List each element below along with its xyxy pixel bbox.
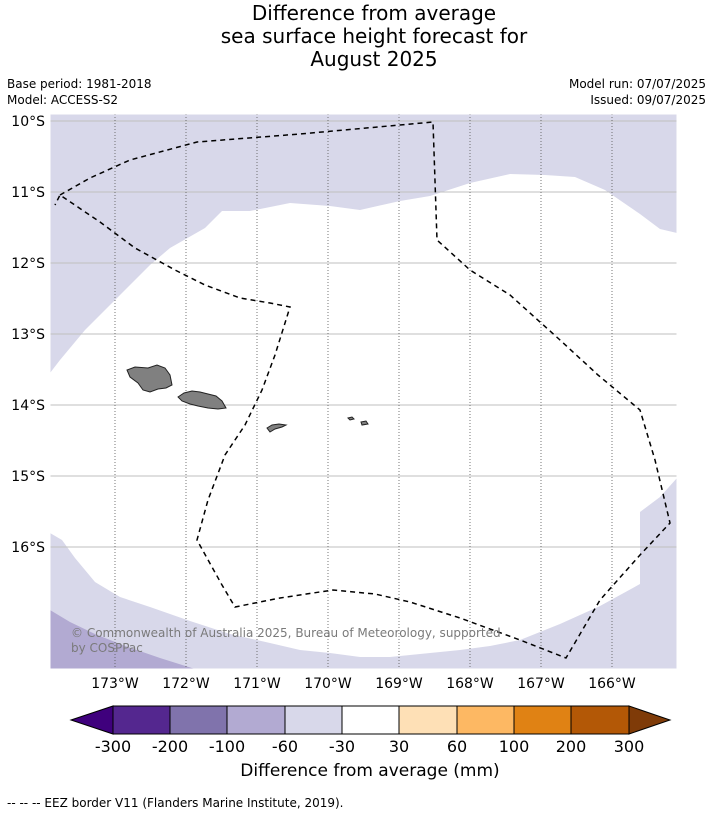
ofu-island <box>347 416 355 421</box>
lon-label: 167°W <box>517 676 565 692</box>
lat-label: 11°S <box>11 185 45 201</box>
colorbar-tick-label: 60 <box>447 737 467 756</box>
lon-label: 168°W <box>446 676 494 692</box>
lat-label: 12°S <box>11 256 45 272</box>
base-period: Base period: 1981-2018 <box>7 77 152 91</box>
lat-label: 13°S <box>11 327 45 343</box>
colorbar-segment <box>570 705 630 735</box>
colorbar-segment <box>456 705 515 735</box>
lat-label: 16°S <box>11 540 45 556</box>
colorbar-segment <box>169 705 228 735</box>
colorbar-tick-label: -200 <box>152 737 188 756</box>
eez-border <box>54 121 671 659</box>
colorbar-tick-label: -60 <box>272 737 298 756</box>
map-area <box>50 114 677 669</box>
colorbar-tick-label: 200 <box>556 737 587 756</box>
copyright-line-2: by COSPPac <box>71 641 143 655</box>
chart-title: Difference from average sea surface heig… <box>0 2 713 71</box>
colorbar-tick-label: 300 <box>614 737 645 756</box>
lon-label: 166°W <box>588 676 636 692</box>
colorbar-segment <box>284 705 343 735</box>
colorbar <box>69 705 672 735</box>
colorbar-tick-label: 30 <box>389 737 409 756</box>
upolu-island <box>177 390 227 410</box>
lat-gridlines <box>50 120 677 548</box>
meta-right: Model run: 07/07/2025 Issued: 09/07/2025 <box>569 76 706 108</box>
colorbar-segment <box>341 705 400 735</box>
lon-label: 172°W <box>162 676 210 692</box>
colorbar-label: Difference from average (mm) <box>240 761 500 781</box>
title-line-3: August 2025 <box>310 47 438 71</box>
copyright-line-1: © Commonwealth of Australia 2025, Bureau… <box>71 626 501 640</box>
anomaly-band-southwest <box>50 610 195 669</box>
issued-date: Issued: 09/07/2025 <box>590 93 706 107</box>
colorbar-segment <box>513 705 572 735</box>
lon-label: 169°W <box>375 676 423 692</box>
tau-island <box>360 420 369 426</box>
colorbar-segment <box>226 705 286 735</box>
islands <box>126 364 369 433</box>
lat-label: 14°S <box>11 398 45 414</box>
colorbar-extend-low <box>69 705 114 735</box>
colorbar-tick-label: -300 <box>95 737 131 756</box>
colorbar-tick-label: -100 <box>209 737 245 756</box>
lat-label: 15°S <box>11 469 45 485</box>
tutuila-island <box>266 423 288 433</box>
eez-legend-note: -- -- -- EEZ border V11 (Flanders Marine… <box>7 796 344 810</box>
lon-label: 170°W <box>304 676 352 692</box>
title-line-2: sea surface height forecast for <box>220 24 528 48</box>
copyright-notice: © Commonwealth of Australia 2025, Bureau… <box>71 626 501 656</box>
colorbar-segment <box>398 705 458 735</box>
lon-label: 173°W <box>91 676 139 692</box>
colorbar-ticks: -300 -200 -100 -60 -30 30 60 100 200 300 <box>95 737 644 756</box>
lon-labels: 173°W 172°W 171°W 170°W 169°W 168°W 167°… <box>91 676 636 692</box>
anomaly-band-north <box>50 114 677 373</box>
map-frame <box>49 113 678 670</box>
colorbar-tick-label: -30 <box>329 737 355 756</box>
model-name: Model: ACCESS-S2 <box>7 93 119 107</box>
model-run: Model run: 07/07/2025 <box>568 77 706 91</box>
lon-gridlines <box>114 114 613 669</box>
title-line-1: Difference from average <box>251 1 497 25</box>
meta-left: Base period: 1981-2018 Model: ACCESS-S2 <box>7 76 152 108</box>
lon-label: 171°W <box>233 676 281 692</box>
savaii-island <box>126 364 173 393</box>
lat-label: 10°S <box>11 114 45 130</box>
lat-labels: 10°S 11°S 12°S 13°S 14°S 15°S 16°S <box>11 114 45 556</box>
colorbar-extend-high <box>628 705 672 735</box>
colorbar-segment <box>112 705 171 735</box>
colorbar-tick-label: 100 <box>499 737 530 756</box>
